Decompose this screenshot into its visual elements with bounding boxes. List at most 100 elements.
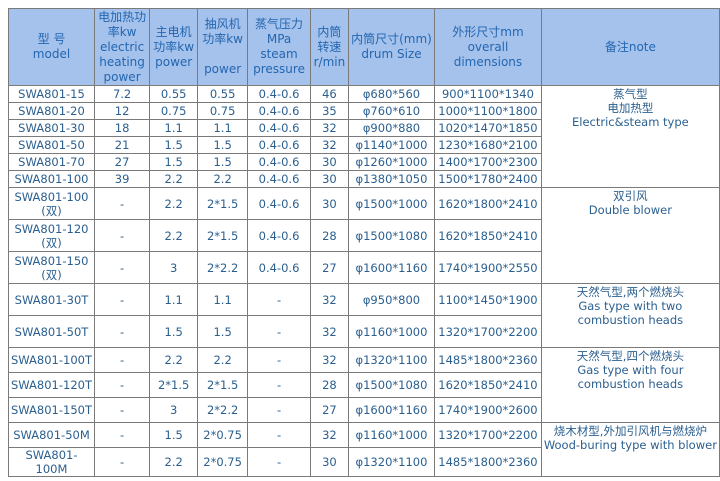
table-cell: 2*1.5: [149, 372, 199, 398]
table-cell: φ1160*1000: [347, 315, 436, 348]
table-cell: 1320*1700*2200: [434, 422, 542, 448]
table-cell: φ1500*1000: [347, 187, 436, 220]
table-cell: φ1160*1000: [347, 422, 436, 448]
table-cell: φ1600*1160: [347, 397, 436, 423]
table-cell: 30: [310, 187, 349, 220]
table-cell: 2.2: [149, 447, 199, 477]
table-cell: -: [93, 347, 151, 373]
table-cell: 32: [310, 315, 349, 348]
table-cell: 1020*1470*1850: [434, 119, 542, 137]
table-cell: 28: [310, 219, 349, 252]
table-cell: -: [247, 422, 312, 448]
table-cell: -: [247, 397, 312, 423]
column-header: 内筒 转速 r/min: [310, 8, 349, 86]
table-row: SWA801-70 27 1.5 1.5 0.4-0.6 30 φ1260*1000 1400…: [8, 153, 720, 171]
table-cell: 2.2: [149, 347, 199, 373]
table-cell: 39: [93, 170, 151, 188]
table-cell: -: [93, 187, 151, 220]
table-cell: -: [247, 283, 312, 316]
table-cell: SWA801-30T: [8, 283, 95, 316]
table-row: SWA801-100 39 2.2 2.2 0.4-0.6 30 φ1380*1050 150…: [8, 170, 720, 188]
table-cell: 1500*1780*2400: [434, 170, 542, 188]
table-cell: 30: [310, 170, 349, 188]
table-cell: 28: [310, 372, 349, 398]
table-row: SWA801-120 (双) -2.2 2*1.5 0.4-0.6 28 φ1500*108…: [8, 219, 720, 252]
table-cell: 1.5: [197, 136, 249, 154]
table-cell: 32: [310, 283, 349, 316]
note-cell: 蒸气型 电加热型 Electric&steam type: [540, 85, 720, 188]
table-cell: φ760*610: [347, 102, 436, 120]
table-cell: φ900*880: [347, 119, 436, 137]
table-cell: 0.4-0.6: [247, 85, 312, 103]
table-row: SWA801-100 (双) -2.2 2*1.5 0.4-0.6 30 φ1500*100…: [8, 187, 720, 284]
table-row: SWA801-50 21 1.5 1.5 0.4-0.6 32 φ1140*1000 1230…: [8, 136, 720, 154]
table-cell: SWA801-50M: [8, 422, 95, 448]
table-cell: φ1320*1100: [347, 347, 436, 373]
table-cell: φ1260*1000: [347, 153, 436, 171]
table-cell: 1620*1850*2410: [434, 372, 542, 398]
table-cell: 2*0.75: [197, 447, 249, 477]
table-cell: -: [247, 315, 312, 348]
table-cell: 32: [310, 422, 349, 448]
table-cell: SWA801-120 (双): [8, 219, 95, 252]
table-cell: 1620*1800*2410: [434, 187, 542, 220]
table-cell: 1485*1800*2360: [434, 347, 542, 373]
table-cell: 46: [310, 85, 349, 103]
table-cell: 1.5: [149, 153, 199, 171]
table-cell: SWA801-50: [8, 136, 95, 154]
table-cell: 30: [310, 447, 349, 477]
table-cell: 32: [310, 136, 349, 154]
table-cell: 2.2: [149, 170, 199, 188]
table-cell: -: [93, 315, 151, 348]
column-header: 电加热功率kw electric heating power: [93, 8, 151, 86]
table-cell: 12: [93, 102, 151, 120]
note-cell: 天然气型,两个燃烧头 Gas type with two combustion h…: [540, 283, 720, 348]
column-header: 主电机 功率kw power: [149, 8, 199, 86]
table-cell: 1.5: [149, 422, 199, 448]
table-cell: 2*1.5: [197, 372, 249, 398]
table-row: SWA801-150T -3 2*2.2-27 φ1600*1160 1740*1900…: [8, 397, 720, 423]
table-cell: 27: [93, 153, 151, 171]
table-cell: SWA801-150 (双): [8, 251, 95, 284]
table-cell: 1.1: [197, 283, 249, 316]
table-row: SWA801-150 (双) -3 2*2.2 0.4-0.6 27 φ1600*1160 1…: [8, 251, 720, 284]
table-cell: SWA801-30: [8, 119, 95, 137]
table-cell: SWA801-15: [8, 85, 95, 103]
table-cell: 35: [310, 102, 349, 120]
table-cell: SWA801-70: [8, 153, 95, 171]
table-cell: -: [93, 447, 151, 477]
table-cell: -: [247, 347, 312, 373]
table-cell: φ1320*1100: [347, 447, 436, 477]
table-row: SWA801-30 18 1.1 1.1 0.4-0.6 32 φ900*880 1020*1…: [8, 119, 720, 137]
table-cell: 27: [310, 397, 349, 423]
table-cell: 1.5: [197, 153, 249, 171]
table-row: SWA801-120T -2*1.5 2*1.5-28 φ1500*1080 1620*…: [8, 372, 720, 398]
table-cell: 0.75: [197, 102, 249, 120]
table-row: SWA801-100M -2.2 2*0.75-30 φ1320*1100 1485*1…: [8, 447, 720, 477]
table-cell: 1100*1450*1900: [434, 283, 542, 316]
table-cell: -: [93, 283, 151, 316]
table-cell: 2.2: [149, 187, 199, 220]
table-cell: 2*1.5: [197, 187, 249, 220]
table-cell: 0.55: [149, 85, 199, 103]
table-cell: φ1500*1080: [347, 372, 436, 398]
column-header: 备注note: [540, 8, 720, 86]
table-cell: 32: [310, 347, 349, 373]
table-cell: -: [93, 372, 151, 398]
table-cell: 0.4-0.6: [247, 102, 312, 120]
table-row: SWA801-100T -2.2 2.2-32 φ1320*1100 1485*1800…: [8, 347, 720, 423]
note-cell: 烧木材型,外加引风机与燃烧炉 Wood-buring type with blow…: [540, 422, 720, 477]
table-cell: 2.2: [197, 347, 249, 373]
table-cell: 1.5: [149, 315, 199, 348]
table-row: SWA801-30T -1.1 1.1-32 φ950*800 1100*1450*19…: [8, 283, 720, 348]
table-cell: φ680*560: [347, 85, 436, 103]
table-cell: 7.2: [93, 85, 151, 103]
table-cell: 2*2.2: [197, 397, 249, 423]
table-cell: 1.5: [149, 136, 199, 154]
table-cell: SWA801-100: [8, 170, 95, 188]
table-cell: -: [93, 422, 151, 448]
table-cell: 27: [310, 251, 349, 284]
table-cell: 0.4-0.6: [247, 219, 312, 252]
table-cell: 1485*1800*2360: [434, 447, 542, 477]
header-row: 型 号 model 电加热功率kw electric heating power 主电机 功率…: [8, 8, 720, 86]
